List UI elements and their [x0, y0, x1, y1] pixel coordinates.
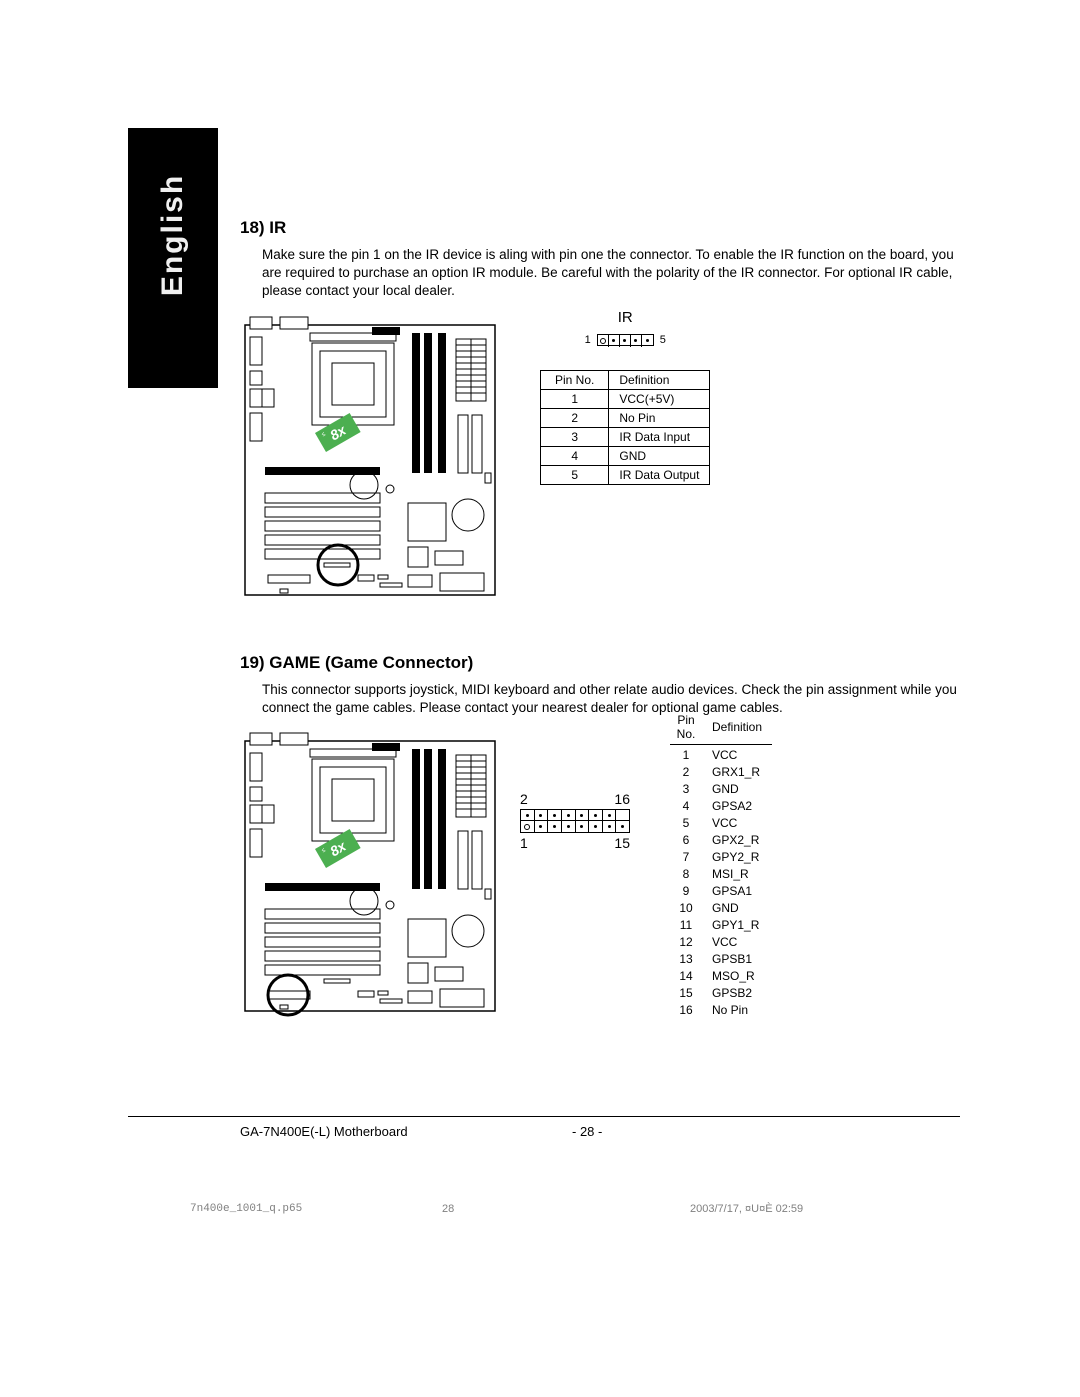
table-row: 2No Pin	[541, 408, 710, 427]
ir-connector-title: IR	[540, 309, 710, 326]
print-meta-file: 7n400e_1001_q.p65	[190, 1203, 302, 1215]
section-game-body: This connector supports joystick, MIDI k…	[262, 681, 960, 717]
table-row: 5IR Data Output	[541, 465, 710, 484]
table-row: 11GPY1_R	[670, 916, 772, 933]
ir-pin-right-label: 5	[660, 334, 666, 346]
print-meta-timestamp: 2003/7/17, ¤U¤È 02:59	[690, 1203, 803, 1215]
table-row: 5VCC	[670, 814, 772, 831]
print-meta-page: 28	[442, 1203, 454, 1215]
footer-page: - 28 -	[572, 1124, 602, 1139]
table-row: 3GND	[670, 780, 772, 797]
section-ir: 18) IR Make sure the pin 1 on the IR dev…	[240, 218, 960, 605]
th-pinno: Pin No.	[541, 370, 609, 389]
content-area: 18) IR Make sure the pin 1 on the IR dev…	[240, 218, 960, 1021]
game-pin-table: Pin No. Definition 1VCC 2GRX1_R 3GND 4GP…	[670, 711, 772, 1018]
table-row: 2GRX1_R	[670, 763, 772, 780]
motherboard-diagram-ir: 8x ≤	[240, 315, 500, 605]
game-pin-box	[520, 809, 630, 833]
ir-pin-table: Pin No. Definition 1VCC(+5V) 2No Pin 3IR…	[540, 370, 710, 485]
table-header-row: Pin No. Definition	[670, 711, 772, 744]
ir-figure-row: 8x ≤	[240, 315, 960, 605]
table-row: 8MSI_R	[670, 865, 772, 882]
th-def: Definition	[712, 711, 772, 744]
ir-side-stack: IR 1 5	[540, 309, 710, 485]
table-row: 14MSO_R	[670, 967, 772, 984]
section-ir-body: Make sure the pin 1 on the IR device is …	[262, 246, 960, 301]
table-row: 4GND	[541, 446, 710, 465]
footer-rule	[128, 1116, 960, 1117]
table-row: 15GPSB2	[670, 984, 772, 1001]
game-pin-diagram: 2 16 1 15	[520, 791, 630, 851]
section-ir-heading: 18) IR	[240, 218, 960, 238]
game-figure-row: 8x ≤	[240, 731, 960, 1021]
section-game: 19) GAME (Game Connector) This connector…	[240, 653, 960, 1021]
table-row: 4GPSA2	[670, 797, 772, 814]
language-tab: English	[128, 128, 218, 388]
motherboard-diagram-game: 8x ≤	[240, 731, 500, 1021]
table-row: 6GPX2_R	[670, 831, 772, 848]
ir-pin-box	[597, 334, 654, 346]
table-row: 7GPY2_R	[670, 848, 772, 865]
game-pin-bl: 1	[520, 835, 528, 851]
game-pin-tl: 2	[520, 791, 528, 807]
table-row: 9GPSA1	[670, 882, 772, 899]
ir-pin-left-label: 1	[585, 334, 591, 346]
game-pin-tr: 16	[614, 791, 630, 807]
th-def: Definition	[609, 370, 710, 389]
section-game-heading: 19) GAME (Game Connector)	[240, 653, 960, 673]
table-row: 16No Pin	[670, 1001, 772, 1018]
document-page: English 18) IR Make sure the pin 1 on th…	[0, 0, 1080, 1397]
language-label: English	[156, 174, 190, 296]
game-pin-br: 15	[614, 835, 630, 851]
table-header-row: Pin No. Definition	[541, 370, 710, 389]
ir-pin-diagram: 1 5	[540, 334, 710, 346]
footer-model: GA-7N400E(-L) Motherboard	[240, 1124, 408, 1139]
table-row: 12VCC	[670, 933, 772, 950]
table-row: 13GPSB1	[670, 950, 772, 967]
th-pinno: Pin No.	[670, 711, 712, 744]
table-row: 3IR Data Input	[541, 427, 710, 446]
table-row: 1VCC	[670, 744, 772, 763]
table-row: 10GND	[670, 899, 772, 916]
table-row: 1VCC(+5V)	[541, 389, 710, 408]
